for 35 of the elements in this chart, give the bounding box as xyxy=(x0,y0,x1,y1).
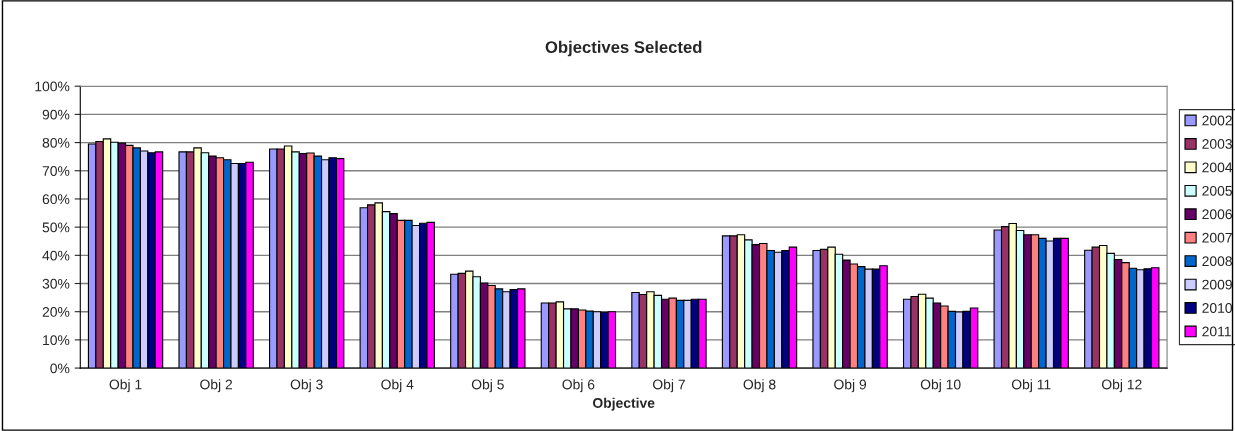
legend-label: 2005 xyxy=(1202,185,1232,196)
y-tick-label: 40% xyxy=(42,250,70,261)
legend-label: 2008 xyxy=(1202,256,1232,267)
y-tick-label: 80% xyxy=(42,137,70,148)
x-axis-title: Objective xyxy=(592,397,655,411)
y-tick-label: 50% xyxy=(42,222,70,233)
y-tick-label: 90% xyxy=(42,109,70,120)
x-tick-label: Obj 11 xyxy=(1011,379,1051,393)
chart-title: Objectives Selected xyxy=(545,40,702,57)
x-tick-label: Obj 5 xyxy=(471,379,504,393)
x-tick-label: Obj 1 xyxy=(109,379,142,393)
x-tick-label: Obj 3 xyxy=(290,379,323,393)
legend-label: 2009 xyxy=(1202,279,1232,290)
x-tick-label: Obj 6 xyxy=(562,379,595,393)
y-tick-label: 60% xyxy=(42,194,70,205)
y-tick-label: 0% xyxy=(50,363,70,374)
legend-label: 2011 xyxy=(1202,326,1231,337)
legend-label: 2002 xyxy=(1202,115,1232,126)
x-tick-label: Obj 10 xyxy=(920,379,961,393)
y-tick-label: 20% xyxy=(42,307,70,317)
legend-label: 2003 xyxy=(1202,139,1232,149)
x-tick-label: Obj 4 xyxy=(381,379,414,393)
legend-label: 2010 xyxy=(1202,303,1233,313)
y-tick-label: 70% xyxy=(42,166,70,176)
y-tick-label: 10% xyxy=(43,335,70,346)
x-tick-label: Obj 7 xyxy=(653,379,685,393)
y-tick-label: 100% xyxy=(35,81,70,92)
legend-label: 2007 xyxy=(1202,232,1232,243)
x-tick-label: Obj 8 xyxy=(743,379,776,393)
x-tick-label: Obj 12 xyxy=(1101,379,1142,393)
legend-label: 2006 xyxy=(1202,209,1232,220)
legend-label: 2004 xyxy=(1202,162,1233,173)
x-tick-label: Obj 9 xyxy=(834,379,867,393)
x-tick-label: Obj 2 xyxy=(200,379,233,393)
y-tick-label: 30% xyxy=(42,278,70,289)
